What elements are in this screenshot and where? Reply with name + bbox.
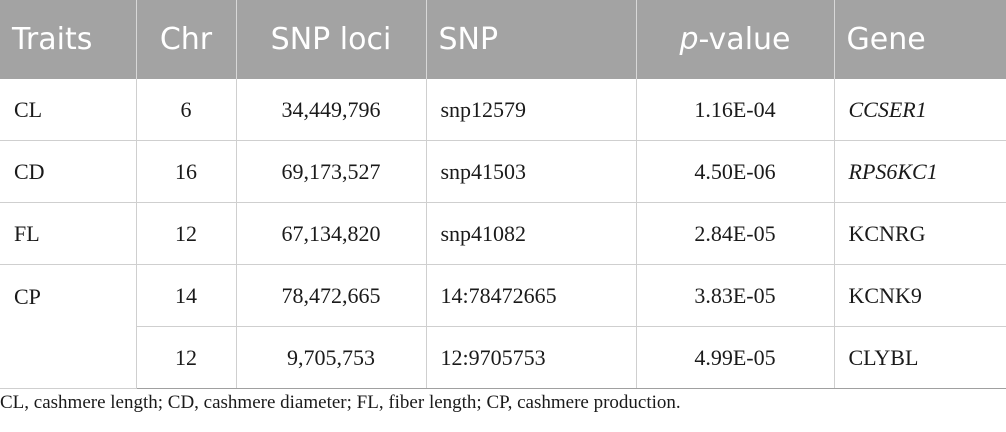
- cell-chr: 12: [135, 202, 236, 265]
- cell-snp: snp12579: [425, 79, 636, 141]
- table-row: FL 12 67,134,820 snp41082 2.84E-05 KCNRG: [0, 202, 1006, 265]
- header-p-value: p-value: [635, 0, 834, 79]
- cell-p-value: 3.83E-05: [635, 264, 834, 327]
- header-chr: Chr: [135, 0, 236, 79]
- cell-gene: RPS6KC1: [833, 140, 1006, 203]
- cell-snp: 14:78472665: [425, 264, 636, 327]
- cell-loci: 78,472,665: [235, 264, 426, 327]
- cell-trait: FL: [0, 202, 136, 265]
- cell-chr: 6: [135, 79, 236, 141]
- cell-snp: 12:9705753: [425, 326, 636, 389]
- cell-p-value: 4.99E-05: [635, 326, 834, 389]
- cell-gene: KCNK9: [833, 264, 1006, 327]
- cell-gene: KCNRG: [833, 202, 1006, 265]
- cell-trait: CD: [0, 140, 136, 203]
- table-row: CD 16 69,173,527 snp41503 4.50E-06 RPS6K…: [0, 140, 1006, 203]
- cell-chr: 12: [135, 326, 236, 389]
- header-snp-loci: SNP loci: [235, 0, 426, 79]
- cell-gene: CCSER1: [833, 79, 1006, 141]
- header-snp: SNP: [425, 0, 636, 79]
- table-footnote: CL, cashmere length; CD, cashmere diamet…: [0, 392, 681, 413]
- header-traits: Traits: [0, 0, 136, 79]
- cell-loci: 9,705,753: [235, 326, 426, 389]
- table-body: CL 6 34,449,796 snp12579 1.16E-04 CCSER1…: [0, 79, 1006, 389]
- cell-chr: 14: [135, 264, 236, 327]
- table-row: CL 6 34,449,796 snp12579 1.16E-04 CCSER1: [0, 79, 1006, 141]
- snp-table-container: Traits Chr SNP loci SNP p-value Gene CL …: [0, 0, 1006, 389]
- cell-loci: 67,134,820: [235, 202, 426, 265]
- cell-loci: 69,173,527: [235, 140, 426, 203]
- cell-loci: 34,449,796: [235, 79, 426, 141]
- cell-p-value: 2.84E-05: [635, 202, 834, 265]
- snp-table: Traits Chr SNP loci SNP p-value Gene CL …: [0, 0, 1006, 389]
- table-row: CP 14 78,472,665 14:78472665 3.83E-05 KC…: [0, 264, 1006, 389]
- table-row: 12 9,705,753 12:9705753 4.99E-05 CLYBL: [0, 326, 1006, 389]
- header-p-suffix: -value: [698, 22, 791, 57]
- cell-gene: CLYBL: [833, 326, 1006, 389]
- cell-snp: snp41082: [425, 202, 636, 265]
- cell-p-value: 1.16E-04: [635, 79, 834, 141]
- cell-trait-label: CP: [14, 283, 41, 309]
- table-header: Traits Chr SNP loci SNP p-value Gene: [0, 0, 1006, 79]
- cell-trait: CP: [0, 264, 136, 389]
- header-p-italic: p: [679, 22, 699, 57]
- header-gene: Gene: [833, 0, 1006, 79]
- header-row: Traits Chr SNP loci SNP p-value Gene: [0, 0, 1006, 79]
- cell-snp: snp41503: [425, 140, 636, 203]
- cell-p-value: 4.50E-06: [635, 140, 834, 203]
- cell-chr: 16: [135, 140, 236, 203]
- cell-trait: CL: [0, 79, 136, 141]
